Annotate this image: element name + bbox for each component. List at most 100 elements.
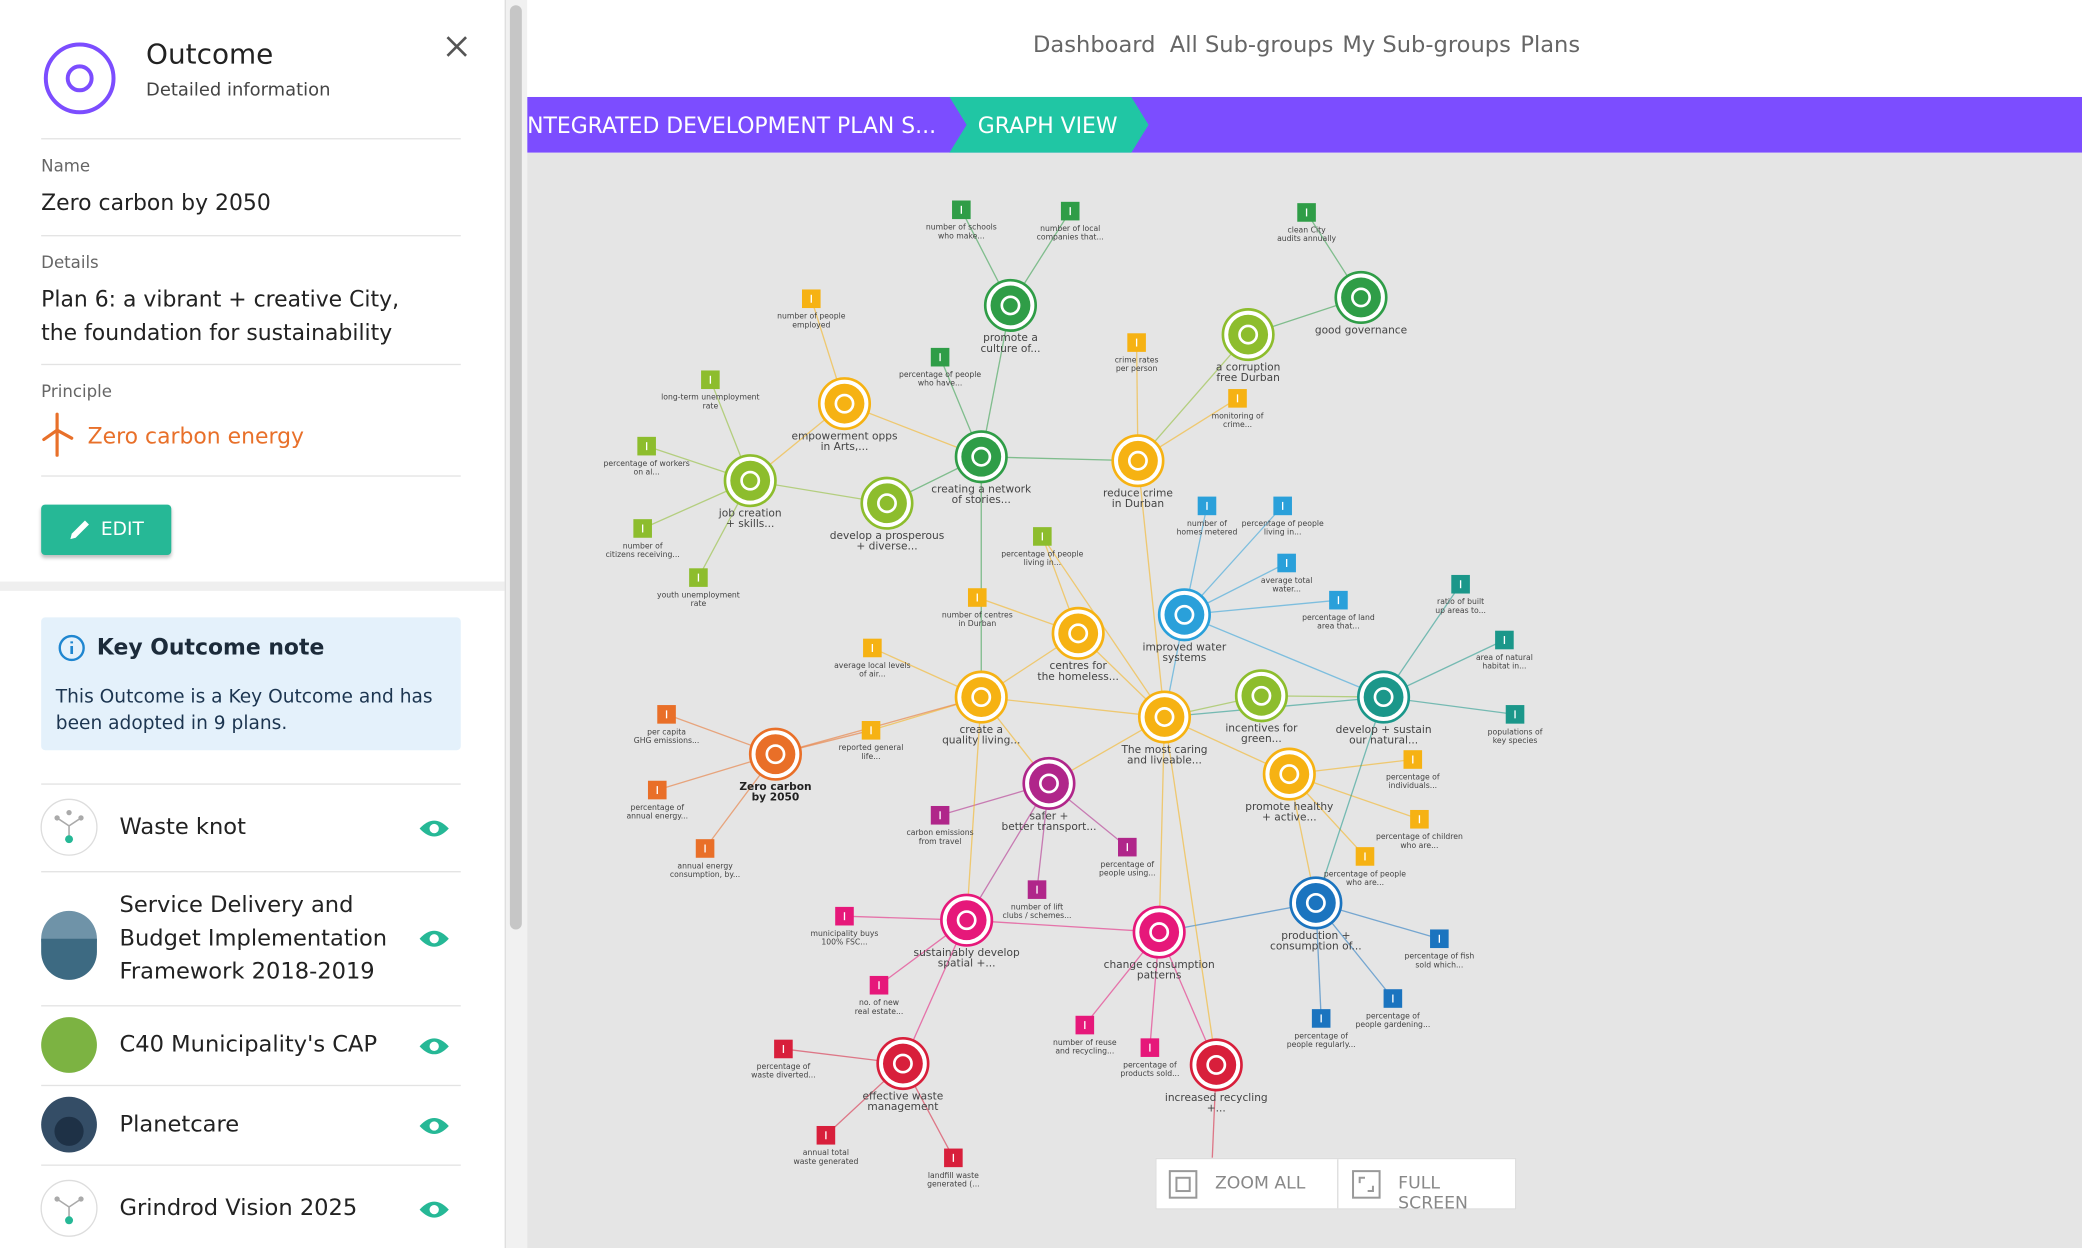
nav-link[interactable]: Dashboard (1033, 31, 1156, 59)
node-label: number of (623, 541, 663, 550)
view-button[interactable] (419, 1118, 449, 1134)
outcome-node[interactable]: production +consumption of... (1270, 876, 1362, 953)
node-body (1164, 594, 1205, 635)
node-body (755, 734, 796, 775)
principle-link[interactable]: Zero carbon energy (87, 423, 305, 449)
outcome-node[interactable]: good governance (1315, 270, 1407, 336)
scrollbar-thumb[interactable] (509, 5, 522, 930)
node-label: The most caring (1120, 743, 1207, 756)
node-label: area that... (1317, 622, 1360, 631)
outcome-node[interactable]: develop a prosperous+ diverse... (830, 476, 945, 553)
nav-link[interactable]: All Sub-groups (1169, 31, 1334, 59)
node-label: waste generated (793, 1157, 858, 1166)
node-label: people gardening... (1355, 1020, 1430, 1029)
edge (965, 697, 982, 921)
node-label: homes metered (1177, 527, 1238, 536)
view-button[interactable] (419, 1038, 449, 1055)
view-button[interactable] (419, 820, 449, 837)
outcome-node[interactable]: promote healthy+ active... (1245, 747, 1333, 824)
outcome-node[interactable]: safer +better transport... (1001, 756, 1096, 833)
outcome-node[interactable]: incentives forgreen... (1225, 669, 1298, 746)
node-label: promote healthy (1245, 800, 1333, 813)
node-label: employed (792, 320, 830, 329)
breadcrumb-bar: NTEGRATED DEVELOPMENT PLAN S... GRAPH VI… (527, 96, 2082, 153)
nav-link[interactable]: Plans (1520, 31, 1581, 59)
field-label: Details (41, 252, 99, 273)
divider (41, 363, 461, 366)
breadcrumb-item[interactable]: GRAPH VIEW (978, 114, 1118, 139)
full-screen-button[interactable]: FULL SCREEN (1398, 1173, 1468, 1214)
edit-button[interactable]: EDIT (41, 504, 172, 556)
outcome-node[interactable]: job creation+ skills... (718, 454, 782, 530)
indicator-node[interactable]: monitoring ofcrime... (1212, 389, 1264, 429)
node-label: incentives for (1225, 722, 1298, 735)
node-body (1363, 677, 1404, 718)
view-button[interactable] (419, 1201, 449, 1218)
node-icon (1154, 707, 1175, 727)
note-title: Key Outcome note (96, 634, 325, 660)
node-label: culture of... (980, 342, 1040, 355)
field-value: Zero carbon by 2050 (41, 189, 271, 216)
view-button[interactable] (419, 930, 449, 947)
indicator-node[interactable]: percentage ofindividuals... (1386, 750, 1440, 790)
indicator-node[interactable]: reported generallife... (839, 721, 904, 761)
close-button[interactable] (443, 33, 470, 60)
breadcrumb-item[interactable]: NTEGRATED DEVELOPMENT PLAN S... (527, 114, 936, 139)
outcome-node[interactable]: increased recycling+... (1165, 1038, 1268, 1115)
zoom-all-button[interactable]: ZOOM ALL (1214, 1173, 1306, 1194)
indicator-node[interactable]: average totalwater... (1261, 553, 1313, 594)
nav-link[interactable]: My Sub-groups (1342, 31, 1511, 59)
